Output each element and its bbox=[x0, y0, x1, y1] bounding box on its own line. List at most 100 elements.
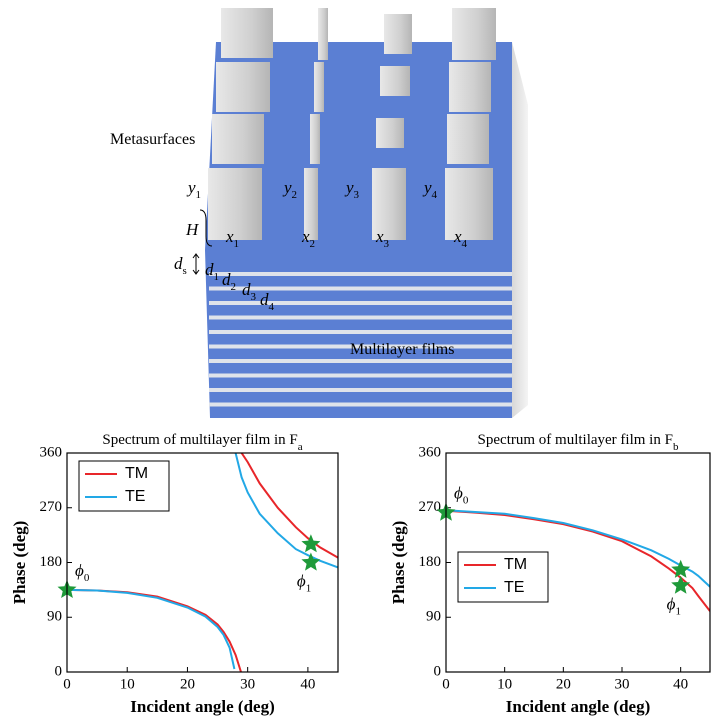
marker-star bbox=[301, 534, 320, 552]
y-tick-label: 90 bbox=[47, 609, 62, 625]
chart: Spectrum of multilayer film in Fb Inciden… bbox=[389, 432, 710, 715]
annotation-base: ϕ bbox=[75, 561, 84, 580]
diagram-label-base: y bbox=[422, 178, 432, 197]
diagram-label: y1 bbox=[186, 178, 201, 201]
pillar bbox=[449, 62, 491, 112]
diagram-label: H bbox=[185, 220, 200, 239]
diagram-label-sub: 3 bbox=[251, 291, 257, 303]
legend-label: TM bbox=[504, 556, 527, 573]
diagram-label-sub: 4 bbox=[462, 238, 468, 250]
diagram-label-sub: 4 bbox=[432, 189, 438, 201]
pillar bbox=[447, 114, 489, 164]
x-tick-label: 30 bbox=[615, 676, 630, 692]
y-tick-label: 0 bbox=[55, 663, 63, 679]
y-tick-label: 0 bbox=[434, 663, 442, 679]
title-sub: a bbox=[298, 441, 303, 453]
y-tick-label: 180 bbox=[419, 554, 442, 570]
x-tick-label: 40 bbox=[300, 676, 315, 692]
pillar bbox=[314, 62, 324, 112]
pillar bbox=[216, 62, 270, 112]
diagram-label-base: y bbox=[282, 178, 292, 197]
x-tick-label: 40 bbox=[673, 676, 688, 692]
diagram-label-sub: s bbox=[183, 265, 187, 277]
x-tick-label: 10 bbox=[120, 676, 135, 692]
block-side bbox=[512, 42, 528, 418]
annotation: ϕ1 bbox=[297, 571, 311, 594]
figure: MetasurfacesMultilayer filmsy1y2y3y4x1x2… bbox=[0, 0, 711, 721]
legend-label: TE bbox=[504, 579, 524, 596]
x-axis-label: Incident angle (deg) bbox=[130, 697, 275, 716]
diagram-label: Metasurfaces bbox=[110, 131, 195, 148]
x-tick-label: 10 bbox=[497, 676, 512, 692]
x-axis-label: Incident angle (deg) bbox=[506, 697, 651, 716]
diagram-label-sub: 2 bbox=[231, 281, 237, 293]
diagram-label-base: H bbox=[185, 220, 200, 239]
pillar bbox=[452, 8, 496, 60]
diagram-label-sub: 2 bbox=[292, 189, 298, 201]
legend-box bbox=[458, 552, 548, 602]
y-tick-label: 270 bbox=[419, 499, 442, 515]
pillar bbox=[310, 114, 320, 164]
film-stripe bbox=[209, 272, 512, 276]
x-tick-label: 0 bbox=[63, 676, 71, 692]
diagram-label: Multilayer films bbox=[350, 341, 454, 358]
x-tick-label: 20 bbox=[556, 676, 571, 692]
diagram-label-sub: 1 bbox=[214, 271, 220, 283]
y-tick-label: 90 bbox=[426, 609, 441, 625]
annotation: ϕ0 bbox=[75, 561, 90, 584]
legend-label: TE bbox=[125, 488, 145, 505]
pillar bbox=[376, 118, 404, 148]
pillar bbox=[221, 8, 273, 58]
film-stripe bbox=[209, 374, 512, 378]
diagram-label-sub: 1 bbox=[234, 238, 240, 250]
annotation-base: ϕ bbox=[297, 571, 306, 590]
x-tick-label: 0 bbox=[442, 676, 450, 692]
annotation-base: ϕ bbox=[667, 595, 676, 614]
diagram-label-sub: 2 bbox=[310, 238, 316, 250]
annotation: ϕ1 bbox=[667, 595, 681, 618]
film-stripe bbox=[209, 388, 512, 392]
diagram-label-sub: 1 bbox=[196, 189, 202, 201]
y-tick-label: 360 bbox=[40, 444, 63, 460]
title-text: Spectrum of multilayer film in F bbox=[478, 432, 673, 448]
annotation-sub: 0 bbox=[463, 494, 469, 506]
film-stripe bbox=[209, 316, 512, 320]
y-tick-label: 270 bbox=[40, 499, 63, 515]
chart-title: Spectrum of multilayer film in Fb bbox=[478, 432, 679, 452]
diagram-label: ds bbox=[174, 254, 187, 277]
ds-arrow bbox=[193, 254, 199, 274]
marker-star bbox=[671, 576, 690, 594]
diagram-label-sub: 3 bbox=[354, 189, 360, 201]
annotation-sub: 1 bbox=[306, 582, 312, 594]
legend-label: TM bbox=[125, 465, 148, 482]
title-text: Spectrum of multilayer film in F bbox=[102, 432, 297, 448]
pillar bbox=[208, 168, 262, 240]
chart: Spectrum of multilayer film in Fa Inciden… bbox=[10, 432, 338, 715]
legend-box bbox=[79, 461, 169, 511]
y-axis-label: Phase (deg) bbox=[389, 521, 408, 605]
pillar bbox=[445, 168, 493, 240]
x-tick-label: 30 bbox=[240, 676, 255, 692]
annotation-sub: 0 bbox=[84, 571, 90, 583]
film-stripe bbox=[209, 359, 512, 363]
pillar bbox=[380, 66, 410, 96]
marker-star bbox=[301, 553, 320, 571]
y-tick-label: 180 bbox=[40, 554, 63, 570]
diagram-label-sub: 3 bbox=[384, 238, 390, 250]
pillar bbox=[384, 14, 412, 54]
title-sub: b bbox=[673, 441, 679, 453]
y-axis-label: Phase (deg) bbox=[10, 521, 29, 605]
annotation-base: ϕ bbox=[454, 484, 463, 503]
x-tick-label: 20 bbox=[180, 676, 195, 692]
diagram-label-base: y bbox=[344, 178, 354, 197]
diagram-label-base: Multilayer films bbox=[350, 341, 454, 358]
pillar bbox=[212, 114, 264, 164]
annotation: ϕ0 bbox=[454, 484, 469, 507]
y-tick-label: 360 bbox=[419, 444, 442, 460]
chart-title: Spectrum of multilayer film in Fa bbox=[102, 432, 302, 452]
pillar bbox=[318, 8, 328, 60]
diagram-label-base: y bbox=[186, 178, 196, 197]
diagram-label-base: Metasurfaces bbox=[110, 131, 195, 148]
film-stripe bbox=[209, 330, 512, 334]
diagram-label-sub: 4 bbox=[269, 301, 275, 313]
